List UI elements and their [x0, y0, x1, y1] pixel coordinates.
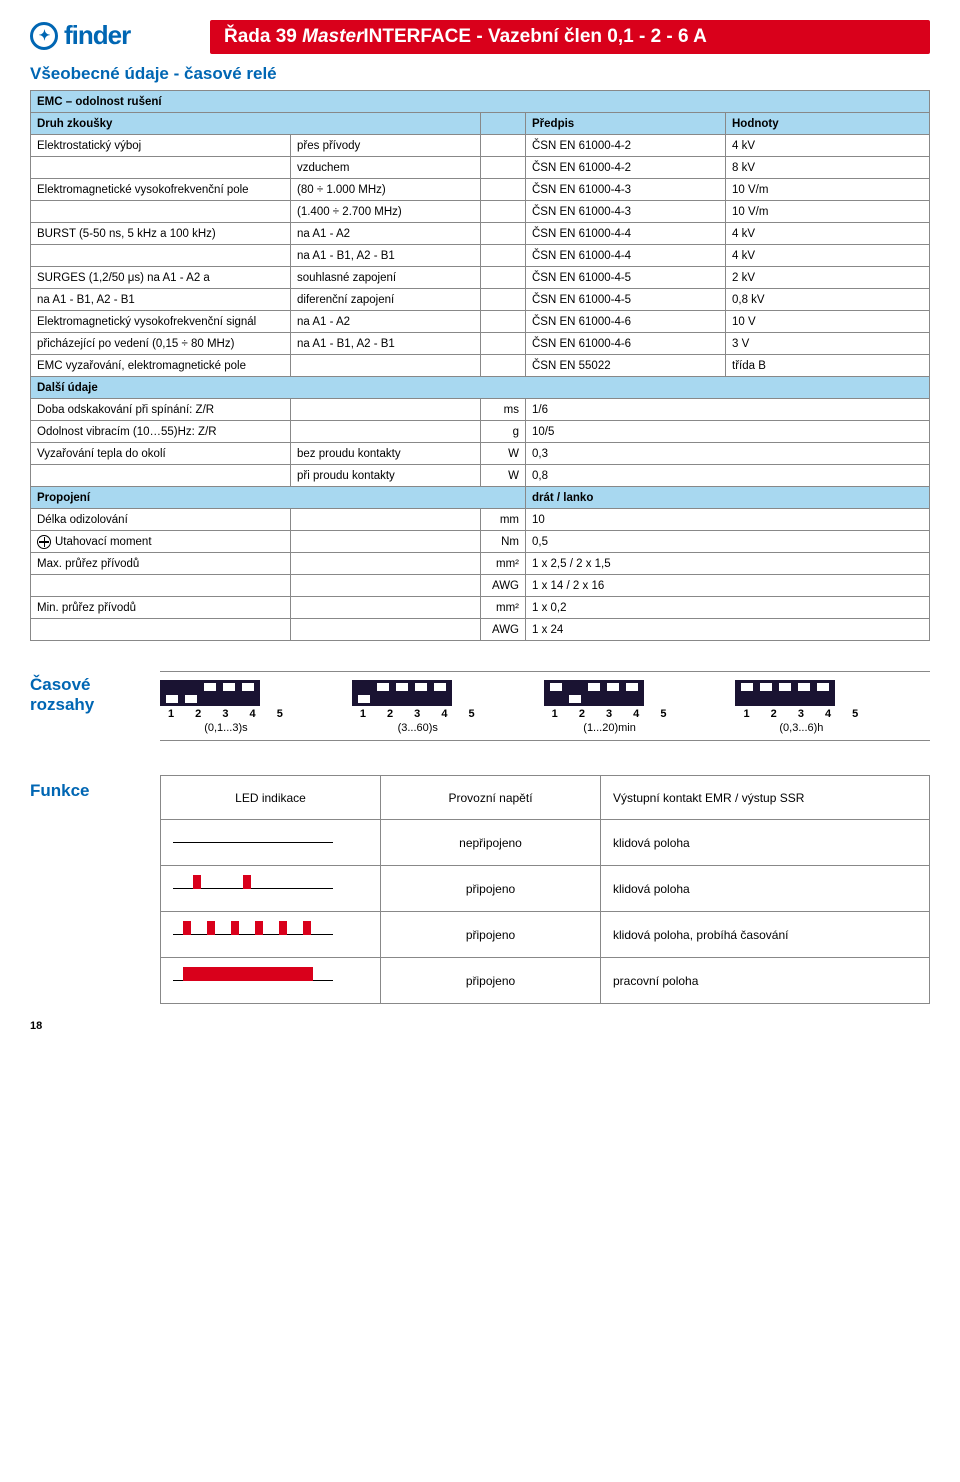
page-number: 18	[30, 1020, 42, 1032]
dip-range-label: (1...20)min	[544, 722, 676, 734]
emc-columns-row: Druh zkoušky Předpis Hodnoty	[31, 113, 930, 135]
table-row: Doba odskakování při spínání: Z/Rms1/6	[31, 399, 930, 421]
dip-numbers: 1 2 3 4 5	[544, 708, 676, 720]
table-row: Elektromagnetický vysokofrekvenční signá…	[31, 311, 930, 333]
table-row: BURST (5-50 ns, 5 kHz a 100 kHz)na A1 - …	[31, 223, 930, 245]
brand-logo-icon: ✦	[30, 22, 58, 50]
led-waveform-solid	[173, 980, 333, 981]
table-row: Min. průřez přívodůmm²1 x 0,2	[31, 597, 930, 619]
table-row: na A1 - B1, A2 - B1ČSN EN 61000-4-44 kV	[31, 245, 930, 267]
dip-range-label: (0,1...3)s	[160, 722, 292, 734]
dip-switch-block: 1 2 3 4 5 (3...60)s	[352, 680, 484, 734]
dip-numbers: 1 2 3 4 5	[735, 708, 867, 720]
dip-range-label: (3...60)s	[352, 722, 484, 734]
table-row: SURGES (1,2/50 μs) na A1 - A2 asouhlasné…	[31, 267, 930, 289]
functions-table: LED indikace Provozní napětí Výstupní ko…	[160, 775, 930, 1004]
table-row: na A1 - B1, A2 - B1diferenční zapojeníČS…	[31, 289, 930, 311]
dip-numbers: 1 2 3 4 5	[352, 708, 484, 720]
table-row: Utahovací momentNm0,5	[31, 531, 930, 553]
dip-box	[160, 680, 260, 706]
table-row: EMC vyzařování, elektromagnetické poleČS…	[31, 355, 930, 377]
table-row: AWG1 x 14 / 2 x 16	[31, 575, 930, 597]
table-row: Max. průřez přívodůmm²1 x 2,5 / 2 x 1,5	[31, 553, 930, 575]
table-row: Elektromagnetické vysokofrekvenční pole(…	[31, 179, 930, 201]
led-waveform-2pulse	[173, 888, 333, 889]
brand-logo: ✦ finder	[30, 20, 210, 51]
table-row: Elektrostatický výbojpřes přívodyČSN EN …	[31, 135, 930, 157]
title-bar: Řada 39 MasterINTERFACE - Vazební člen 0…	[210, 20, 930, 54]
led-waveform-6pulse	[173, 934, 333, 935]
emc-header-row: EMC – odolnost rušení	[31, 91, 930, 113]
functions-header-row: LED indikace Provozní napětí Výstupní ko…	[161, 776, 930, 820]
dip-switch-block: 1 2 3 4 5 (0,3...6)h	[735, 680, 867, 734]
conn-header-row: Propojení drát / lanko	[31, 487, 930, 509]
screw-icon	[37, 535, 51, 549]
table-row: Délka odizolovánímm10	[31, 509, 930, 531]
function-row: připojenoklidová poloha, probíhá časován…	[161, 912, 930, 958]
spec-table: EMC – odolnost rušení Druh zkoušky Předp…	[30, 90, 930, 641]
function-row: připojenoklidová poloha	[161, 866, 930, 912]
led-waveform-off	[173, 842, 333, 843]
dip-switch-block: 1 2 3 4 5 (0,1...3)s	[160, 680, 292, 734]
dip-switch-block: 1 2 3 4 5 (1...20)min	[544, 680, 676, 734]
section-title-general: Všeobecné údaje - časové relé	[30, 64, 930, 84]
brand-name: finder	[64, 20, 130, 51]
dip-range-label: (0,3...6)h	[735, 722, 867, 734]
table-row: (1.400 ÷ 2.700 MHz)ČSN EN 61000-4-310 V/…	[31, 201, 930, 223]
table-row: přicházející po vedení (0,15 ÷ 80 MHz)na…	[31, 333, 930, 355]
table-row: vzduchemČSN EN 61000-4-28 kV	[31, 157, 930, 179]
dip-box	[544, 680, 644, 706]
other-header-row: Další údaje	[31, 377, 930, 399]
table-row: AWG1 x 24	[31, 619, 930, 641]
table-row: Vyzařování tepla do okolíbez proudu kont…	[31, 443, 930, 465]
dip-box	[735, 680, 835, 706]
functions-label: Funkce	[30, 775, 160, 1004]
dip-box	[352, 680, 452, 706]
table-row: Odolnost vibracím (10…55)Hz: Z/Rg10/5	[31, 421, 930, 443]
dip-numbers: 1 2 3 4 5	[160, 708, 292, 720]
table-row: při proudu kontaktyW0,8	[31, 465, 930, 487]
function-row: připojenopracovní poloha	[161, 958, 930, 1004]
time-ranges-label: Časovérozsahy	[30, 671, 160, 741]
function-row: nepřipojenoklidová poloha	[161, 820, 930, 866]
